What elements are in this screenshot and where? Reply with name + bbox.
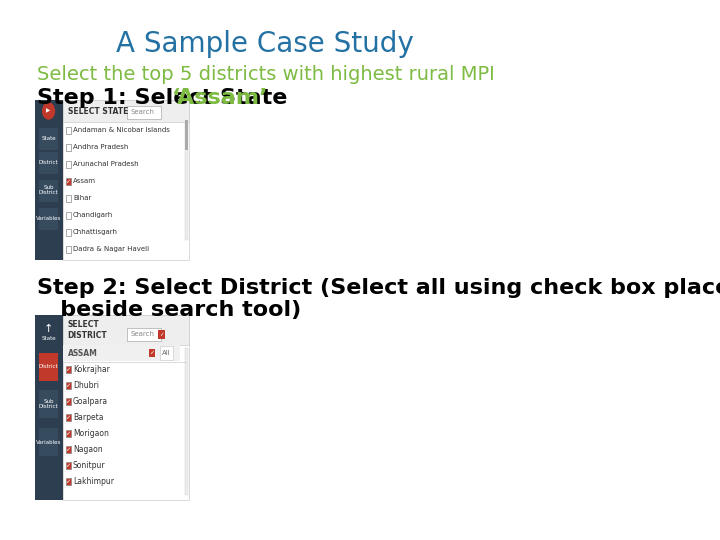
Bar [185,348,189,495]
Bar [160,346,173,360]
Bar [35,100,63,260]
Text: Dadra & Nagar Haveli: Dadra & Nagar Haveli [73,246,149,252]
Text: Sub
District: Sub District [39,185,58,195]
Text: Arunachal Pradesh: Arunachal Pradesh [73,161,138,167]
Text: Chhattisgarh: Chhattisgarh [73,229,118,235]
Bar [66,144,71,151]
Text: District: District [39,159,58,165]
Bar [66,478,71,485]
Text: Assam: Assam [73,178,96,184]
Bar [66,366,71,373]
Bar [66,195,71,202]
Text: Variables: Variables [36,440,61,444]
Text: ✓: ✓ [66,179,71,184]
Bar [63,345,181,361]
Text: ✓: ✓ [66,463,71,468]
Text: Andhra Pradesh: Andhra Pradesh [73,144,128,150]
Text: ✓: ✓ [149,350,154,355]
Bar [39,180,58,202]
Bar [66,178,71,185]
Bar [39,428,58,456]
Bar [149,349,155,357]
Bar [127,106,161,119]
Bar [66,127,71,134]
Bar [185,120,189,150]
Text: ✓: ✓ [66,479,71,484]
Text: Barpeta: Barpeta [73,413,104,422]
Bar [63,315,189,500]
Text: SELECT
DISTRICT: SELECT DISTRICT [68,320,107,340]
Text: ✓: ✓ [66,415,71,420]
Text: Search: Search [130,109,154,115]
Bar [127,328,161,341]
Text: SELECT STATE: SELECT STATE [68,106,128,116]
Circle shape [42,103,55,119]
Text: ✓: ✓ [66,447,71,452]
Bar [66,161,71,168]
Text: A Sample Case Study: A Sample Case Study [116,30,414,58]
Bar [39,353,58,381]
Text: Sub
District: Sub District [39,399,58,409]
Bar [158,330,165,339]
Text: ‘Assam’: ‘Assam’ [171,88,268,108]
Text: Goalpara: Goalpara [73,396,108,406]
Text: Morigaon: Morigaon [73,429,109,437]
Bar [39,208,58,230]
Bar [63,100,189,122]
Text: ✓: ✓ [66,383,71,388]
Text: ✓: ✓ [159,332,164,337]
Text: ▶: ▶ [47,109,50,113]
Bar [66,212,71,219]
Bar [39,128,58,150]
Bar [66,398,71,405]
Text: Bihar: Bihar [73,195,91,201]
Text: ASSAM: ASSAM [68,348,98,357]
Bar [66,446,71,453]
Text: beside search tool): beside search tool) [37,300,301,320]
Text: Kokrajhar: Kokrajhar [73,364,109,374]
Bar [63,100,189,260]
Bar [66,430,71,437]
Bar [185,122,189,240]
Bar [39,390,58,418]
Text: ✓: ✓ [66,367,71,372]
Text: Select the top 5 districts with highest rural MPI: Select the top 5 districts with highest … [37,65,495,84]
Text: Dhubri: Dhubri [73,381,99,389]
Text: Step 1: Select State: Step 1: Select State [37,88,295,108]
Bar [63,315,189,345]
Text: ✓: ✓ [66,399,71,404]
Bar [35,315,63,500]
Bar [66,382,71,389]
Text: Andaman & Nicobar Islands: Andaman & Nicobar Islands [73,127,170,133]
Text: Chandigarh: Chandigarh [73,212,113,218]
Text: Nagaon: Nagaon [73,444,102,454]
Text: Lakhimpur: Lakhimpur [73,476,114,485]
Bar [39,152,58,174]
Bar [66,229,71,236]
Text: Search: Search [130,331,154,337]
Text: State: State [41,136,56,140]
Text: District: District [39,364,58,369]
Text: State: State [41,336,56,341]
Bar [66,414,71,421]
Bar [66,462,71,469]
Bar [66,246,71,253]
Text: ↑: ↑ [44,324,53,334]
Text: All: All [162,350,171,356]
Text: Sonitpur: Sonitpur [73,461,106,469]
Text: ✓: ✓ [66,431,71,436]
Text: Step 2: Select District (Select all using check box placed: Step 2: Select District (Select all usin… [37,278,720,298]
Text: Variables: Variables [36,215,61,220]
